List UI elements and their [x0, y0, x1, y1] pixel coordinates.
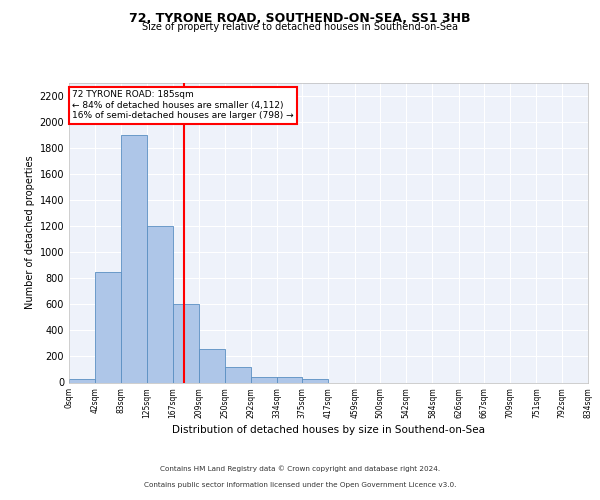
Bar	[173, 304, 199, 382]
Text: Size of property relative to detached houses in Southend-on-Sea: Size of property relative to detached ho…	[142, 22, 458, 32]
Text: Contains public sector information licensed under the Open Government Licence v3: Contains public sector information licen…	[144, 482, 456, 488]
X-axis label: Distribution of detached houses by size in Southend-on-Sea: Distribution of detached houses by size …	[172, 425, 485, 435]
Bar	[302, 378, 329, 382]
Bar	[147, 226, 173, 382]
Y-axis label: Number of detached properties: Number of detached properties	[25, 156, 35, 310]
Bar	[95, 272, 121, 382]
Bar	[277, 378, 302, 382]
Bar	[121, 134, 147, 382]
Bar	[224, 367, 251, 382]
Bar	[69, 378, 95, 382]
Bar	[251, 378, 277, 382]
Text: 72 TYRONE ROAD: 185sqm
← 84% of detached houses are smaller (4,112)
16% of semi-: 72 TYRONE ROAD: 185sqm ← 84% of detached…	[72, 90, 294, 120]
Text: 72, TYRONE ROAD, SOUTHEND-ON-SEA, SS1 3HB: 72, TYRONE ROAD, SOUTHEND-ON-SEA, SS1 3H…	[129, 12, 471, 26]
Bar	[199, 348, 224, 382]
Text: Contains HM Land Registry data © Crown copyright and database right 2024.: Contains HM Land Registry data © Crown c…	[160, 466, 440, 472]
